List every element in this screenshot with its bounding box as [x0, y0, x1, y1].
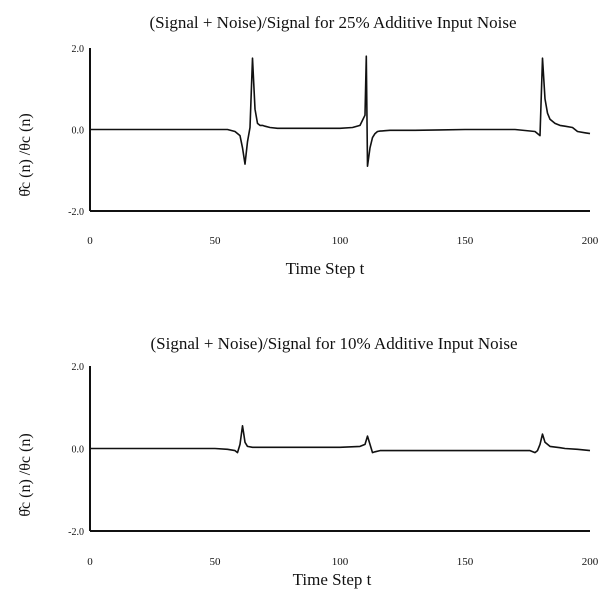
x-tick-label: 0: [87, 556, 93, 568]
x-tick-label: 0: [87, 235, 93, 247]
x-tick-label: 50: [210, 556, 222, 568]
series-line: [90, 424, 591, 454]
x-tick-label: 150: [457, 235, 474, 247]
y-tick-label: 0.0: [72, 126, 85, 137]
x-axis-label: Time Step t: [293, 570, 372, 589]
x-tick-label: 100: [332, 235, 349, 247]
y-tick-label: -2.0: [68, 207, 84, 218]
chart-title: (Signal + Noise)/Signal for 25% Additive…: [149, 13, 516, 32]
y-axis-label: θ̂c (n) /θc (n): [17, 433, 34, 516]
chart-title: (Signal + Noise)/Signal for 10% Additive…: [150, 334, 517, 353]
x-tick-label: 150: [457, 556, 474, 568]
y-tick-label: 2.0: [72, 362, 85, 373]
y-tick-label: 0.0: [72, 445, 85, 456]
x-tick-label: 100: [332, 556, 349, 568]
x-tick-label: 50: [210, 235, 222, 247]
y-tick-label: -2.0: [68, 527, 84, 538]
y-axis-label: θ̂c (n) /θc (n): [17, 113, 34, 196]
x-tick-label: 200: [582, 556, 599, 568]
chart-10-percent-noise: (Signal + Noise)/Signal for 10% Additive…: [17, 334, 599, 589]
series-line: [90, 55, 591, 167]
x-axis-label: Time Step t: [286, 259, 365, 278]
chart-25-percent-noise: (Signal + Noise)/Signal for 25% Additive…: [17, 13, 599, 278]
x-tick-label: 200: [582, 235, 599, 247]
y-tick-label: 2.0: [72, 44, 85, 55]
